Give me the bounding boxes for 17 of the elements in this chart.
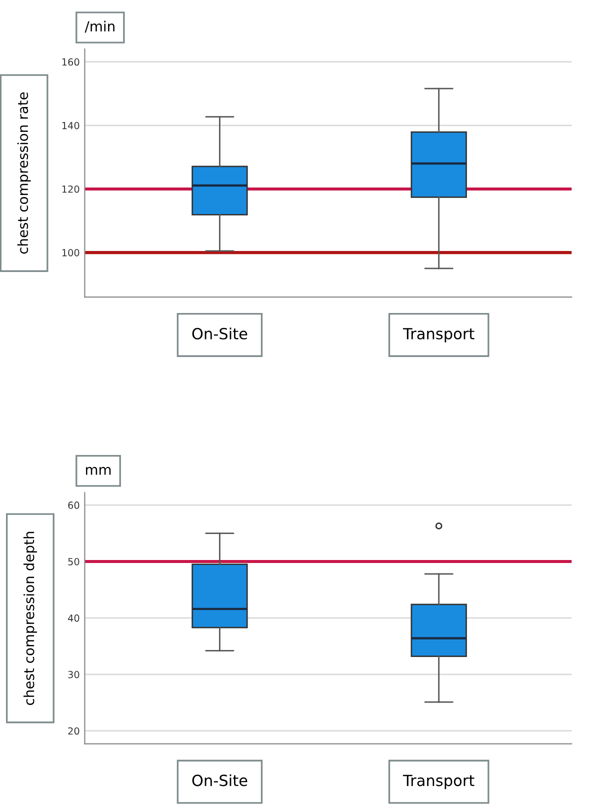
y-tick-label: 60: [68, 502, 80, 509]
x-tick-label: On-Site: [192, 774, 248, 786]
text: mm: [86, 466, 111, 475]
text: /min: [84, 20, 114, 33]
y-tick-label: 140: [62, 122, 80, 130]
y-tick-label: 100: [62, 249, 80, 256]
y-tick-label: 40: [68, 614, 80, 622]
x-tick-label: On-Site: [192, 328, 248, 340]
y-tick-label: 30: [68, 670, 80, 678]
y-axis-title: chest compression depth: [24, 532, 37, 705]
y-axis-title: chest compression rate: [17, 92, 31, 254]
y-tick-label: 160: [62, 58, 80, 66]
y-tick-label: 50: [68, 558, 80, 566]
x-tick-label: Transport: [402, 328, 474, 342]
x-tick-label: Transport: [402, 774, 474, 790]
y-tick-label: 120: [62, 185, 80, 193]
y-tick-label: 20: [68, 727, 80, 735]
